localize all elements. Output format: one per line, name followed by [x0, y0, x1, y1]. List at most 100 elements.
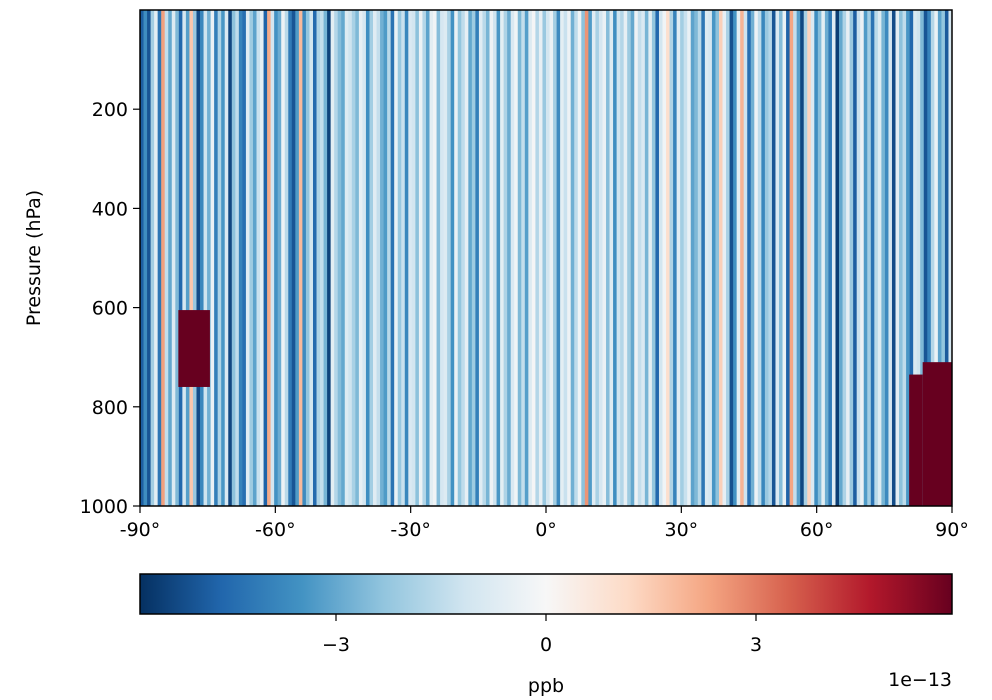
heatmap-column: [563, 10, 568, 506]
heatmap-column: [341, 10, 346, 506]
heatmap-column: [157, 10, 162, 506]
heatmap-column: [457, 10, 462, 506]
heatmap-column: [944, 10, 949, 506]
heatmap-column: [807, 10, 812, 506]
heatmap-column: [718, 10, 723, 506]
heatmap-column: [824, 10, 829, 506]
heatmap-column: [365, 10, 370, 506]
heatmap-column: [704, 10, 709, 506]
heatmap-column: [355, 10, 360, 506]
heatmap-column: [344, 10, 349, 506]
heatmap-column: [260, 10, 264, 506]
heatmap-column: [549, 10, 554, 506]
heatmap-column: [348, 10, 353, 506]
heatmap-column: [870, 10, 875, 506]
heatmap-column: [800, 10, 805, 506]
heatmap-column: [214, 10, 219, 506]
heatmap-column: [288, 10, 293, 506]
heatmap-column: [454, 10, 459, 506]
heatmap-column: [927, 10, 932, 506]
heatmap-column: [570, 10, 575, 506]
heatmap-column: [701, 10, 706, 506]
heatmap-column: [786, 10, 790, 506]
heatmap-column: [235, 10, 240, 506]
heatmap-column: [524, 10, 529, 506]
heatmap-column: [387, 10, 392, 506]
heatmap-column: [203, 10, 208, 506]
heatmap-column: [358, 10, 363, 506]
heatmap-column: [641, 10, 646, 506]
x-axis: -90° -60° -30° 0° 30° 60° 90°: [120, 506, 969, 541]
heatmap-column: [284, 10, 289, 506]
heatmap-column: [789, 10, 794, 506]
colorbar: −3 0 3 ppb 1e−13: [139, 573, 953, 697]
heatmap-column: [217, 10, 222, 506]
heatmap-column: [743, 10, 748, 506]
heatmap-column: [658, 10, 663, 506]
heatmap-column: [842, 10, 847, 506]
heatmap-column: [620, 10, 625, 506]
heatmap-column: [196, 10, 201, 506]
heatmap-column: [740, 10, 745, 506]
heatmap-column: [274, 10, 279, 506]
heatmap-column: [779, 10, 783, 506]
heatmap-column: [916, 10, 921, 506]
heatmap-column: [644, 10, 649, 506]
heatmap-plot: [140, 10, 953, 506]
heatmap-column: [697, 10, 702, 506]
heatmap-column: [224, 10, 229, 506]
heatmap-column: [231, 10, 236, 506]
heatmap-anomaly-cell: [178, 310, 210, 387]
heatmap-column: [450, 10, 455, 506]
heatmap-column: [556, 10, 561, 506]
heatmap-column: [648, 10, 653, 506]
heatmap-column: [810, 10, 815, 506]
heatmap-column: [245, 10, 250, 506]
heatmap-column: [680, 10, 685, 506]
heatmap-column: [192, 10, 197, 506]
heatmap-column: [715, 10, 720, 506]
heatmap-column: [320, 10, 324, 506]
heatmap-column: [394, 10, 399, 506]
heatmap-column: [937, 10, 942, 506]
heatmap-column: [793, 10, 798, 506]
heatmap-column: [281, 10, 286, 506]
heatmap-column: [143, 10, 148, 506]
heatmap-column: [546, 10, 550, 506]
heatmap-column: [277, 10, 282, 506]
heatmap-column: [334, 10, 339, 506]
heatmap-column: [440, 10, 445, 506]
heatmap-column: [796, 10, 801, 506]
heatmap-column: [327, 10, 332, 506]
heatmap-column: [828, 10, 833, 506]
heatmap-column: [351, 10, 356, 506]
colorbar-tick-label: 3: [750, 634, 762, 656]
heatmap-column: [764, 10, 769, 506]
heatmap-column: [909, 10, 914, 506]
heatmap-column: [757, 10, 762, 506]
heatmap-column: [309, 10, 314, 506]
heatmap-column: [941, 10, 946, 506]
heatmap-column: [496, 10, 501, 506]
heatmap-column: [228, 10, 233, 506]
heatmap-column: [500, 10, 505, 506]
heatmap-column: [140, 10, 144, 506]
heatmap-column: [168, 10, 173, 506]
heatmap-column: [891, 10, 896, 506]
y-tick-label: 600: [92, 298, 128, 320]
heatmap-column: [613, 10, 618, 506]
heatmap-column: [634, 10, 639, 506]
colorbar-tick-label: −3: [322, 634, 350, 656]
heatmap-column: [863, 10, 868, 506]
heatmap-column: [803, 10, 808, 506]
heatmap-column: [733, 10, 738, 506]
heatmap-column: [471, 10, 476, 506]
heatmap-column: [376, 10, 381, 506]
heatmap-column: [305, 10, 310, 506]
colorbar-ticks: −3 0 3: [322, 614, 762, 656]
heatmap-column: [380, 10, 384, 506]
heatmap-column: [485, 10, 490, 506]
heatmap-column: [185, 10, 190, 506]
heatmap-column: [839, 10, 843, 506]
heatmap-column: [860, 10, 865, 506]
